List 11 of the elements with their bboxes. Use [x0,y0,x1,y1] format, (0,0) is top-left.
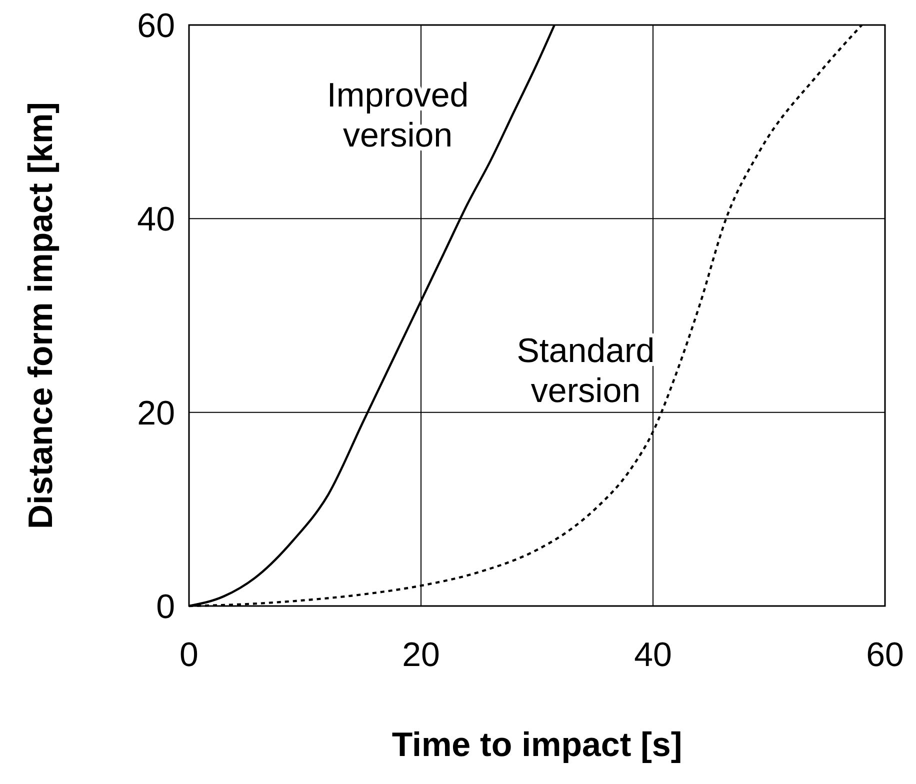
y-tick-label: 40 [137,200,175,239]
y-axis-title: Distance form impact [km] [22,102,60,529]
x-tick-label: 40 [634,636,672,674]
x-axis-title: Time to impact [s] [392,726,682,764]
x-tick-label: 60 [866,636,904,674]
y-tick-label: 60 [137,7,175,45]
series-label: Standard version [516,332,655,410]
x-tick-label: 20 [402,636,440,674]
y-tick-label: 20 [137,394,175,432]
x-tick-label: 0 [180,636,198,674]
y-tick-label: 0 [156,588,175,626]
